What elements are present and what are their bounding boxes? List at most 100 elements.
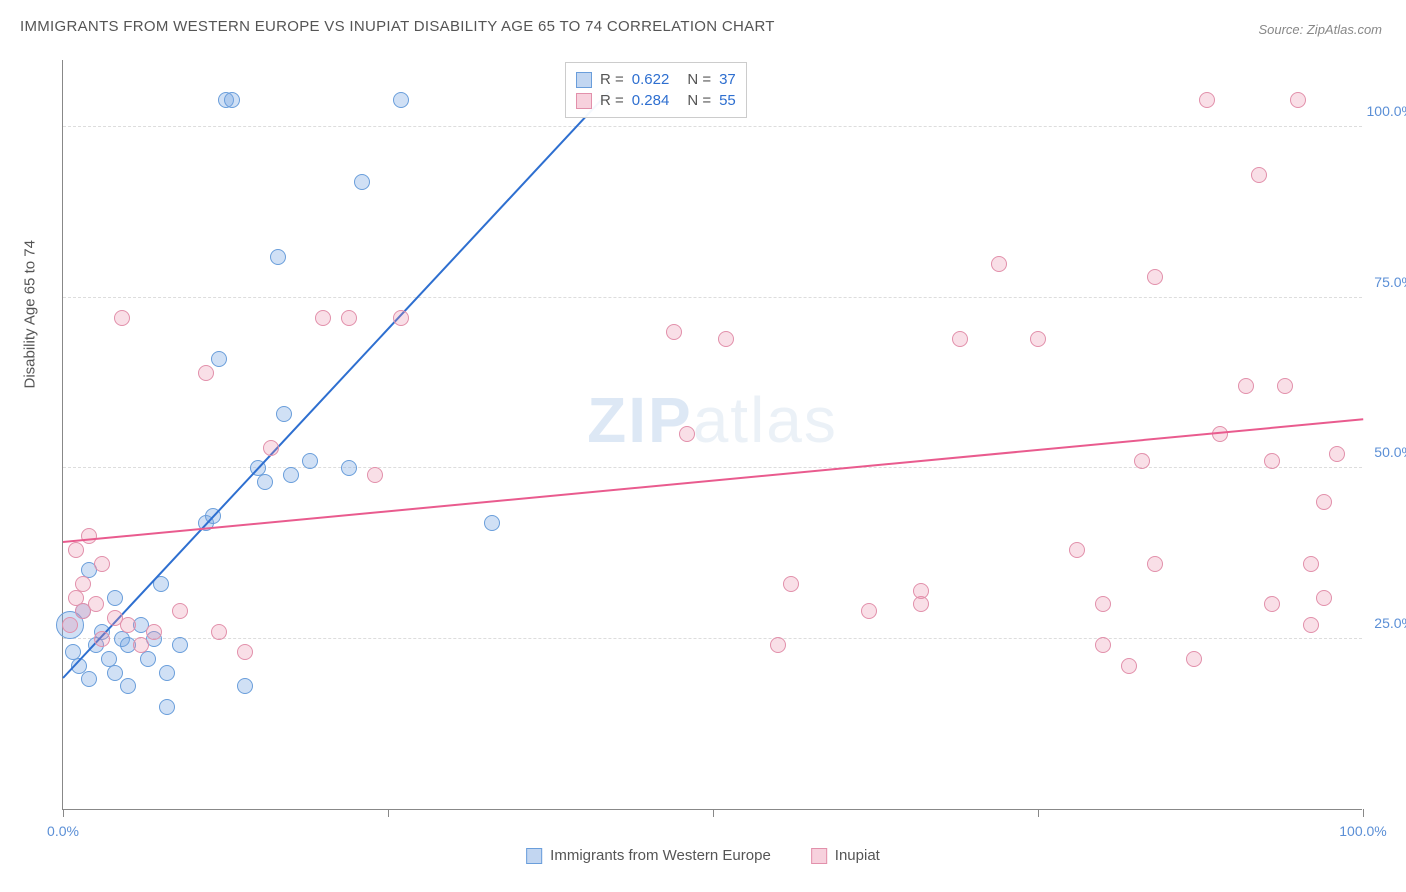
scatter-point-inupiat [1147, 556, 1163, 572]
scatter-point-inupiat [94, 556, 110, 572]
scatter-point-inupiat [198, 365, 214, 381]
scatter-point-western_europe [159, 699, 175, 715]
scatter-point-inupiat [1238, 378, 1254, 394]
stats-row-western_europe: R = 0.622 N = 37 [576, 69, 736, 90]
legend-label: Inupiat [835, 847, 880, 864]
chart-title: IMMIGRANTS FROM WESTERN EUROPE VS INUPIA… [20, 18, 775, 35]
n-value: 55 [719, 92, 736, 109]
n-label: N = [687, 92, 711, 109]
scatter-point-inupiat [1134, 453, 1150, 469]
scatter-point-inupiat [1251, 167, 1267, 183]
stats-swatch [576, 93, 592, 109]
scatter-point-inupiat [718, 331, 734, 347]
watermark-bold: ZIP [587, 384, 693, 456]
gridline [63, 126, 1362, 127]
scatter-point-inupiat [913, 583, 929, 599]
y-tick-label: 100.0% [1367, 103, 1406, 119]
scatter-point-inupiat [1095, 637, 1111, 653]
scatter-point-inupiat [393, 310, 409, 326]
y-tick-label: 75.0% [1374, 274, 1406, 290]
legend-swatch [526, 848, 542, 864]
scatter-point-inupiat [133, 637, 149, 653]
x-tick [1038, 809, 1039, 817]
scatter-point-western_europe [237, 678, 253, 694]
scatter-point-western_europe [276, 406, 292, 422]
scatter-point-western_europe [211, 351, 227, 367]
stats-swatch [576, 72, 592, 88]
scatter-point-inupiat [1121, 658, 1137, 674]
scatter-point-inupiat [75, 576, 91, 592]
scatter-point-inupiat [1095, 596, 1111, 612]
scatter-point-inupiat [1277, 378, 1293, 394]
scatter-point-inupiat [1030, 331, 1046, 347]
watermark: ZIPatlas [587, 383, 838, 457]
scatter-point-inupiat [367, 467, 383, 483]
correlation-stats-box: R = 0.622 N = 37 R = 0.284 N = 55 [565, 62, 747, 118]
scatter-point-inupiat [1290, 92, 1306, 108]
y-tick-label: 25.0% [1374, 615, 1406, 631]
x-tick [713, 809, 714, 817]
scatter-point-western_europe [107, 665, 123, 681]
scatter-point-inupiat [1303, 617, 1319, 633]
scatter-point-inupiat [1316, 590, 1332, 606]
scatter-point-western_europe [354, 174, 370, 190]
scatter-point-inupiat [770, 637, 786, 653]
legend-label: Immigrants from Western Europe [550, 847, 771, 864]
scatter-point-inupiat [315, 310, 331, 326]
scatter-point-inupiat [1264, 453, 1280, 469]
scatter-point-western_europe [172, 637, 188, 653]
trend-line-western_europe [62, 91, 609, 679]
gridline [63, 297, 1362, 298]
scatter-point-inupiat [1147, 269, 1163, 285]
scatter-point-inupiat [62, 617, 78, 633]
scatter-point-inupiat [913, 596, 929, 612]
scatter-point-western_europe [81, 671, 97, 687]
scatter-point-western_europe [140, 651, 156, 667]
scatter-point-inupiat [172, 603, 188, 619]
scatter-point-inupiat [263, 440, 279, 456]
scatter-point-western_europe [302, 453, 318, 469]
scatter-point-inupiat [68, 542, 84, 558]
legend-item-western_europe: Immigrants from Western Europe [526, 847, 771, 864]
scatter-point-western_europe [270, 249, 286, 265]
scatter-point-inupiat [88, 596, 104, 612]
scatter-point-inupiat [1329, 446, 1345, 462]
scatter-point-western_europe [484, 515, 500, 531]
scatter-point-inupiat [114, 310, 130, 326]
y-axis-title: Disability Age 65 to 74 [22, 240, 39, 388]
scatter-point-inupiat [211, 624, 227, 640]
x-tick [1363, 809, 1364, 817]
r-label: R = [600, 92, 624, 109]
r-value: 0.622 [632, 71, 670, 88]
scatter-point-inupiat [783, 576, 799, 592]
x-tick [63, 809, 64, 817]
x-tick-label: 0.0% [47, 823, 79, 839]
scatter-point-inupiat [1303, 556, 1319, 572]
scatter-point-inupiat [1316, 494, 1332, 510]
scatter-point-western_europe [107, 590, 123, 606]
scatter-point-western_europe [224, 92, 240, 108]
scatter-point-western_europe [393, 92, 409, 108]
scatter-point-inupiat [94, 631, 110, 647]
n-label: N = [687, 71, 711, 88]
plot-area: ZIPatlas 25.0%50.0%75.0%100.0%0.0%100.0% [62, 60, 1362, 810]
scatter-point-inupiat [120, 617, 136, 633]
scatter-point-western_europe [257, 474, 273, 490]
source-label: Source: ZipAtlas.com [1258, 22, 1382, 37]
watermark-rest: atlas [693, 384, 838, 456]
scatter-point-western_europe [159, 665, 175, 681]
scatter-point-inupiat [1186, 651, 1202, 667]
scatter-point-inupiat [1264, 596, 1280, 612]
stats-row-inupiat: R = 0.284 N = 55 [576, 90, 736, 111]
scatter-point-western_europe [341, 460, 357, 476]
scatter-point-western_europe [120, 678, 136, 694]
scatter-point-inupiat [952, 331, 968, 347]
scatter-point-inupiat [146, 624, 162, 640]
scatter-point-inupiat [341, 310, 357, 326]
scatter-point-inupiat [81, 528, 97, 544]
scatter-point-inupiat [991, 256, 1007, 272]
n-value: 37 [719, 71, 736, 88]
r-label: R = [600, 71, 624, 88]
y-tick-label: 50.0% [1374, 444, 1406, 460]
r-value: 0.284 [632, 92, 670, 109]
